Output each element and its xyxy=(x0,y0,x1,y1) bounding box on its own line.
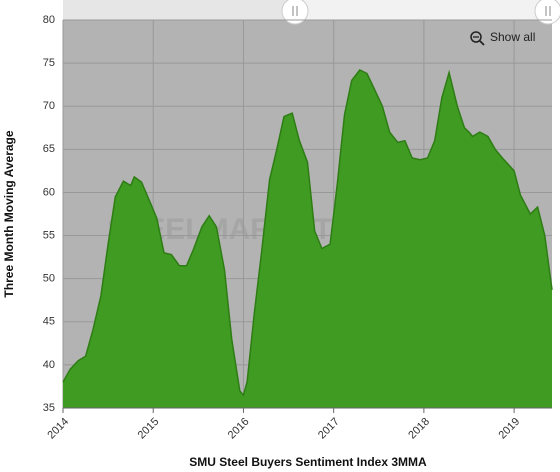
show-all-label[interactable]: Show all xyxy=(490,30,535,44)
y-tick-label: 75 xyxy=(43,57,55,69)
y-tick-label: 80 xyxy=(43,14,55,26)
y-tick-label: 60 xyxy=(43,186,55,198)
marks xyxy=(62,69,553,408)
x-tick-label: 2016 xyxy=(226,416,252,442)
navigator-handle[interactable] xyxy=(534,0,560,25)
x-axis-title: SMU Steel Buyers Sentiment Index 3MMA xyxy=(189,455,427,469)
x-tick-label: 2015 xyxy=(136,416,162,442)
navigator xyxy=(63,0,560,25)
navigator-window[interactable] xyxy=(295,0,548,20)
y-tick-label: 65 xyxy=(43,143,55,155)
zoom-icon xyxy=(479,40,485,46)
y-tick-label: 70 xyxy=(43,100,55,112)
x-tick-label: 2018 xyxy=(406,416,432,442)
show-all-button[interactable]: Show all xyxy=(470,30,535,46)
x-tick-label: 2019 xyxy=(496,416,522,442)
x-tick-label: 2014 xyxy=(45,416,71,442)
line xyxy=(62,69,553,397)
y-tick-label: 50 xyxy=(43,273,55,285)
y-tick-label: 40 xyxy=(43,359,55,371)
x-tick-label: 2017 xyxy=(316,416,342,442)
y-axis-title: Three Month Moving Average xyxy=(2,130,16,297)
y-tick-label: 55 xyxy=(43,229,55,241)
navigator-handle[interactable] xyxy=(281,0,309,25)
y-tick-label: 45 xyxy=(43,316,55,328)
y-tick-label: 35 xyxy=(43,402,55,414)
zoom-icon xyxy=(470,31,482,43)
